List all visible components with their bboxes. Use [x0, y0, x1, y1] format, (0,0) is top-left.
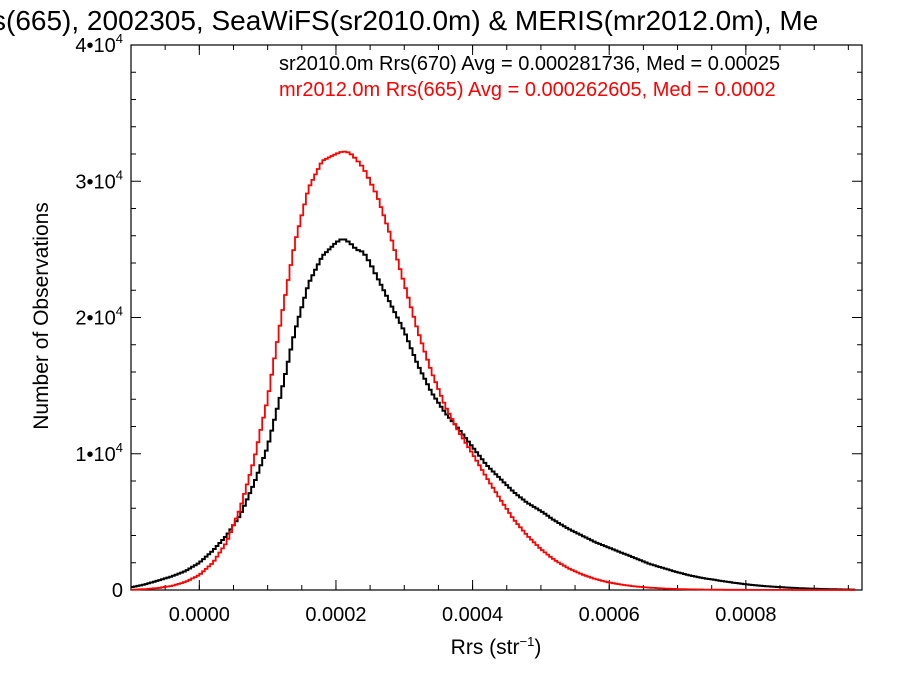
x-axis-label-superscript: −1 — [520, 634, 535, 649]
y-tick-label: 0 — [112, 580, 123, 602]
x-axis-ticks: 0.0000 0.0002 0.0004 0.0006 0.0008 — [130, 45, 849, 626]
x-axis-label-main: Rrs (str — [451, 636, 520, 659]
y-axis-label: Number of Observations — [30, 202, 53, 430]
series-layer — [131, 150, 856, 591]
chart-title: s(665), 2002305, SeaWiFS(sr2010.0m) & ME… — [0, 5, 818, 36]
y-tick-label: 3•104 — [75, 167, 123, 193]
y-tick-label: 4•104 — [75, 31, 123, 57]
x-tick-label: 0.0004 — [442, 604, 503, 626]
x-tick-label: 0.0000 — [169, 604, 230, 626]
legend-entry-mr2012: mr2012.0m Rrs(665) Avg = 0.000262605, Me… — [279, 79, 776, 101]
y-tick-label: 2•104 — [75, 304, 123, 330]
y-axis-ticks: 0 1•104 2•104 3•104 4•104 — [75, 31, 862, 602]
x-tick-label: 0.0006 — [579, 604, 640, 626]
series-mr2012-line — [131, 150, 856, 591]
legend-entry-sr2010: sr2010.0m Rrs(670) Avg = 0.000281736, Me… — [279, 53, 780, 75]
series-sr2010-line — [131, 238, 856, 591]
x-tick-label: 0.0008 — [715, 604, 776, 626]
x-tick-label: 0.0002 — [305, 604, 366, 626]
x-axis-label: Rrs (str−1) — [451, 634, 542, 659]
x-axis-label-end: ) — [534, 636, 541, 659]
y-tick-label: 1•104 — [75, 440, 123, 466]
